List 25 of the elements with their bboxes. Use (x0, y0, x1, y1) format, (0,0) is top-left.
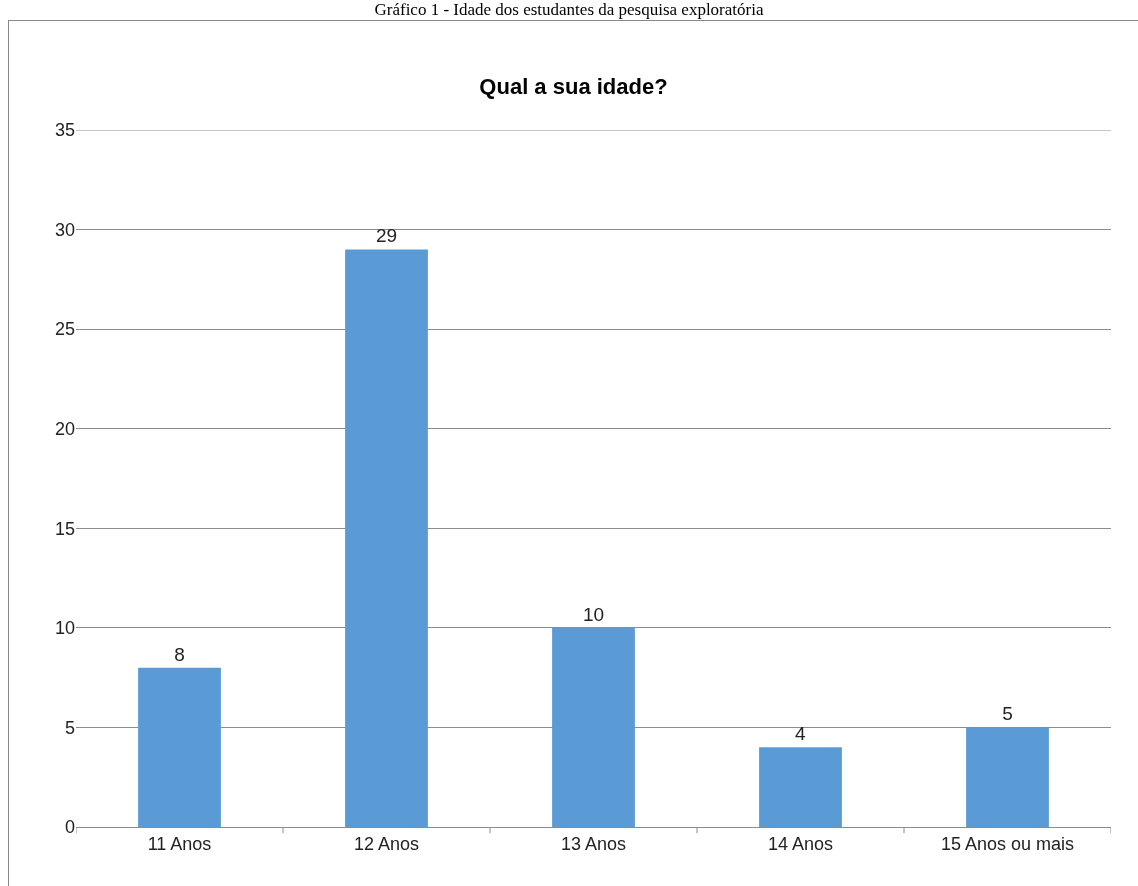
y-tick-label: 30 (54, 219, 75, 240)
y-tick-label: 35 (54, 120, 75, 141)
bar (759, 747, 842, 827)
y-tick-label: 10 (54, 618, 75, 639)
data-label: 8 (174, 643, 185, 665)
data-label: 29 (375, 225, 398, 247)
bar (966, 727, 1049, 827)
x-tick-label: 12 Anos (353, 833, 420, 854)
y-tick-label: 15 (54, 518, 75, 539)
data-label: 10 (582, 603, 605, 625)
y-tick-label: 0 (64, 817, 75, 838)
x-tick-label: 11 Anos (147, 833, 212, 854)
y-tick-label: 20 (54, 419, 75, 440)
y-tick-label: 25 (54, 319, 75, 340)
chart-title: Qual a sua idade? (479, 73, 668, 99)
bar (552, 627, 635, 827)
text: Gráfico 1 - Idade dos estudantes da pesquisa exploratória (373, 0, 765, 20)
bar (345, 249, 428, 827)
y-tick-label: 5 (64, 717, 75, 738)
data-label: 5 (1002, 703, 1013, 725)
x-tick-label: 13 Anos (560, 833, 627, 854)
x-tick-label: 14 Anos (767, 833, 834, 854)
data-label: 4 (795, 723, 806, 745)
x-tick-label: 15 Anos ou mais (940, 833, 1075, 854)
bar (138, 667, 221, 827)
